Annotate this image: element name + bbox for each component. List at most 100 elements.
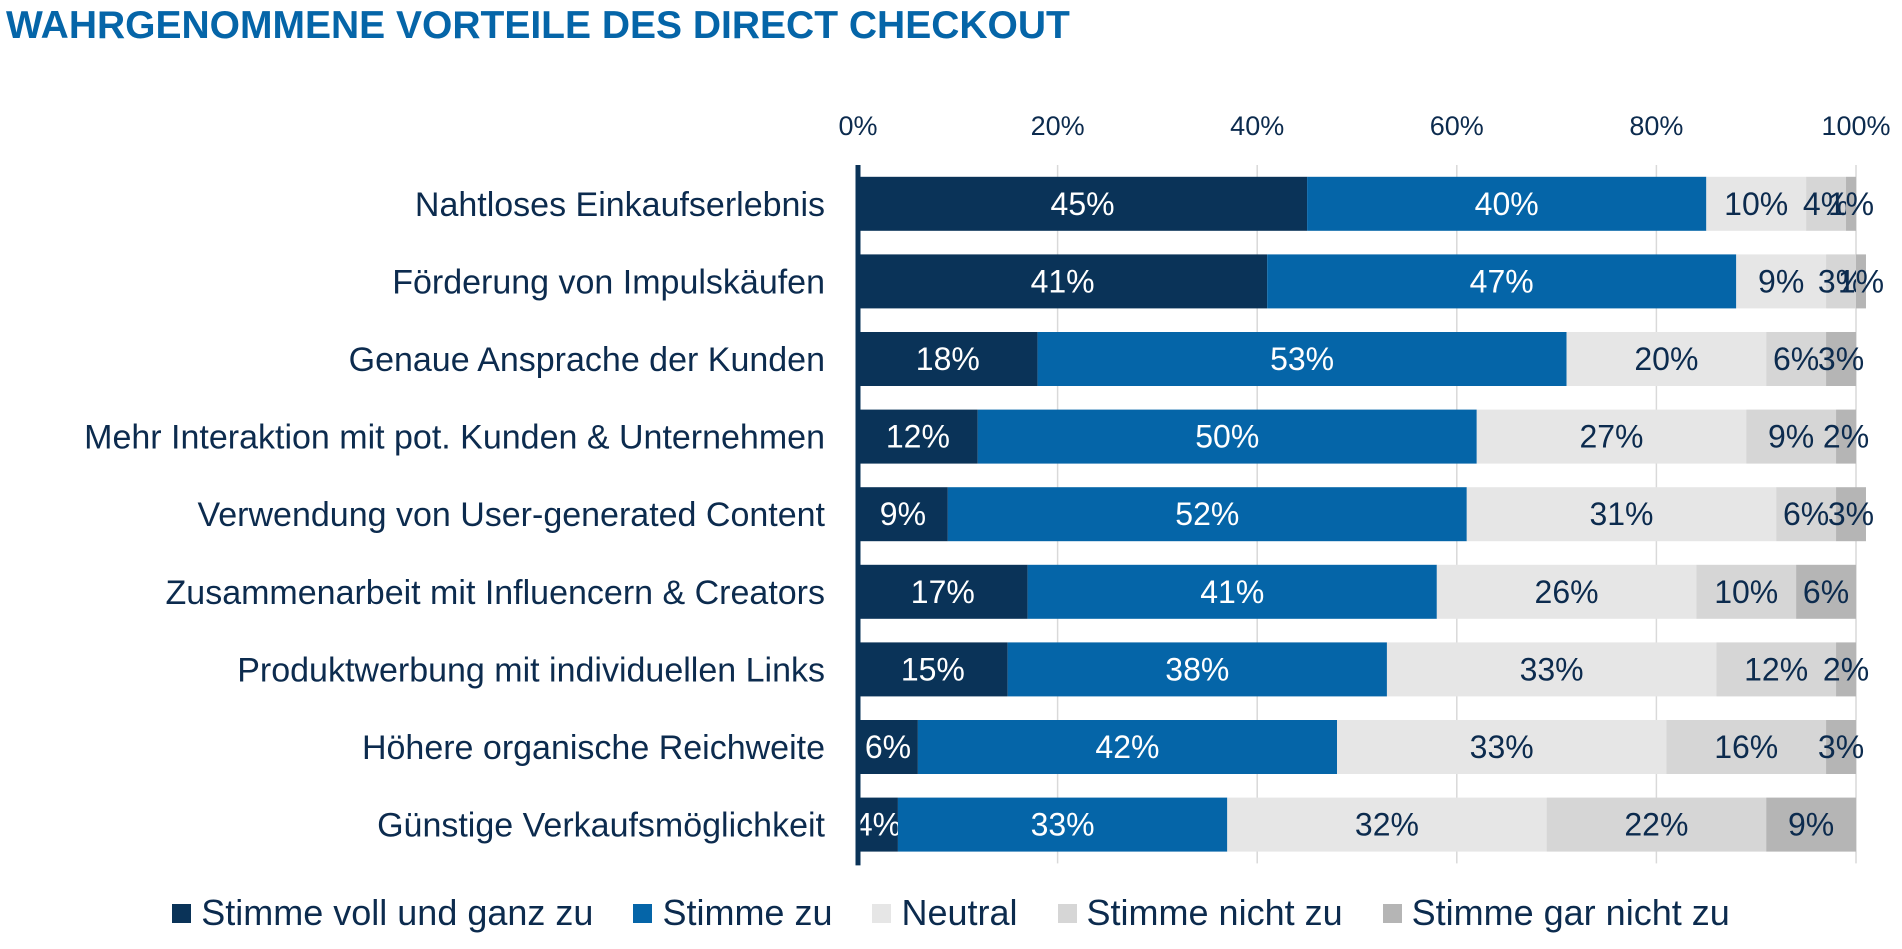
category-label: Günstige Verkaufsmöglichkeit xyxy=(377,807,825,845)
bar-segment xyxy=(1027,564,1437,619)
data-label: 9% xyxy=(1788,807,1834,843)
data-label: 31% xyxy=(1589,496,1653,532)
bar-segment xyxy=(1476,409,1747,464)
category-labels: Nahtloses Einkaufserlebnis Förderung von … xyxy=(84,186,825,845)
bar-segment xyxy=(858,409,978,464)
bar-segment xyxy=(1846,176,1856,231)
x-tick-label: 0% xyxy=(838,111,877,141)
data-label: 41% xyxy=(1200,574,1264,610)
bars: 45% 40% 10% 4%1%41% 47% 9% 3%1%18% 53% 20% 6%3%12… xyxy=(855,176,1884,852)
bar-segment xyxy=(977,409,1477,464)
bar-segment xyxy=(858,642,1008,697)
bar-segment xyxy=(858,332,1038,386)
category-label: Nahtloses Einkaufserlebnis xyxy=(415,186,825,224)
data-label: 1% xyxy=(1828,186,1874,222)
category-label: Genaue Ansprache der Kunden xyxy=(349,341,825,379)
data-label: 22% xyxy=(1624,807,1688,843)
bar-segment xyxy=(1806,176,1847,231)
legend-swatch xyxy=(172,903,192,923)
bar-segment xyxy=(1836,642,1856,697)
chart-title: WAHRGENOMMENE VORTEILE DES DIRECT CHECKO… xyxy=(6,4,1070,47)
data-label: 27% xyxy=(1579,419,1643,455)
bar-segment xyxy=(1706,176,1807,231)
data-label: 41% xyxy=(1031,263,1095,299)
bar-segment xyxy=(1696,564,1797,619)
data-label: 33% xyxy=(1470,729,1534,765)
data-label: 18% xyxy=(916,341,980,377)
legend-swatch xyxy=(633,903,653,923)
data-label: 6% xyxy=(1783,496,1829,532)
data-label: 17% xyxy=(911,574,975,610)
category-label: Förderung von Impulskäufen xyxy=(392,263,825,301)
bar-segment xyxy=(1267,254,1737,309)
data-label: 10% xyxy=(1724,186,1788,222)
bar-segment xyxy=(858,564,1028,619)
data-label: 3% xyxy=(1828,496,1874,532)
bar-segment xyxy=(1666,720,1827,774)
data-label: 12% xyxy=(886,419,950,455)
data-label: 6% xyxy=(865,729,911,765)
legend-item: Stimme zu xyxy=(633,892,832,934)
data-label: 4% xyxy=(855,807,901,843)
bar-segment xyxy=(1856,254,1866,309)
x-tick-label: 80% xyxy=(1629,111,1683,141)
data-label: 3% xyxy=(1818,729,1864,765)
legend-item: Stimme nicht zu xyxy=(1057,892,1343,934)
category-label: Höhere organische Reichweite xyxy=(362,729,825,767)
category-label: Mehr Interaktion mit pot. Kunden & Unter… xyxy=(84,419,825,457)
bar-segment xyxy=(1746,409,1837,464)
legend-swatch xyxy=(872,903,892,923)
data-label: 20% xyxy=(1634,341,1698,377)
data-label: 40% xyxy=(1475,186,1539,222)
bar-segment xyxy=(1436,564,1697,619)
bar-segment xyxy=(1716,642,1837,697)
bar-segment xyxy=(1566,332,1767,386)
data-label: 45% xyxy=(1051,186,1115,222)
data-label: 47% xyxy=(1470,263,1534,299)
data-label: 2% xyxy=(1823,651,1869,687)
bar-segment xyxy=(1766,332,1827,386)
bar-segment xyxy=(1227,797,1547,852)
bar-segment xyxy=(1766,797,1856,852)
category-label: Produktwerbung mit individuellen Links xyxy=(237,651,825,689)
data-label: 42% xyxy=(1095,729,1159,765)
data-label: 33% xyxy=(1031,807,1095,843)
bar-segment xyxy=(1826,720,1856,774)
bar-segment xyxy=(1007,642,1387,697)
legend-label: Neutral xyxy=(901,892,1018,933)
data-label: 53% xyxy=(1270,341,1334,377)
legend-item: Stimme gar nicht zu xyxy=(1382,892,1730,934)
bar-segment xyxy=(858,254,1268,309)
data-label: 10% xyxy=(1714,574,1778,610)
bar-segment xyxy=(1826,332,1856,386)
bar-segment xyxy=(917,720,1338,774)
data-label: 9% xyxy=(880,496,926,532)
data-label: 2% xyxy=(1823,419,1869,455)
category-label: Verwendung von User-generated Content xyxy=(197,496,825,534)
bar-segment xyxy=(1386,642,1717,697)
bar-segment xyxy=(858,176,1308,231)
bar-segment xyxy=(1037,332,1567,386)
legend-label: Stimme gar nicht zu xyxy=(1411,892,1730,933)
bar-segment xyxy=(858,487,948,542)
bar-segment xyxy=(858,720,918,774)
bar-segment xyxy=(897,797,1228,852)
bar-segment xyxy=(1836,409,1856,464)
legend-item: Stimme voll und ganz zu xyxy=(172,892,593,934)
data-label: 3% xyxy=(1818,341,1864,377)
data-label: 32% xyxy=(1355,807,1419,843)
data-label: 9% xyxy=(1768,419,1814,455)
bar-segment xyxy=(1776,487,1837,542)
data-label: 9% xyxy=(1758,263,1804,299)
data-label: 6% xyxy=(1803,574,1849,610)
bar-segment xyxy=(1736,254,1827,309)
x-tick-label: 40% xyxy=(1230,111,1284,141)
legend-label: Stimme nicht zu xyxy=(1086,892,1343,933)
data-label: 52% xyxy=(1175,496,1239,532)
bar-segment xyxy=(1337,720,1667,774)
bar-segment xyxy=(1546,797,1767,852)
data-label: 16% xyxy=(1714,729,1778,765)
legend-swatch xyxy=(1382,903,1402,923)
data-label: 38% xyxy=(1165,651,1229,687)
